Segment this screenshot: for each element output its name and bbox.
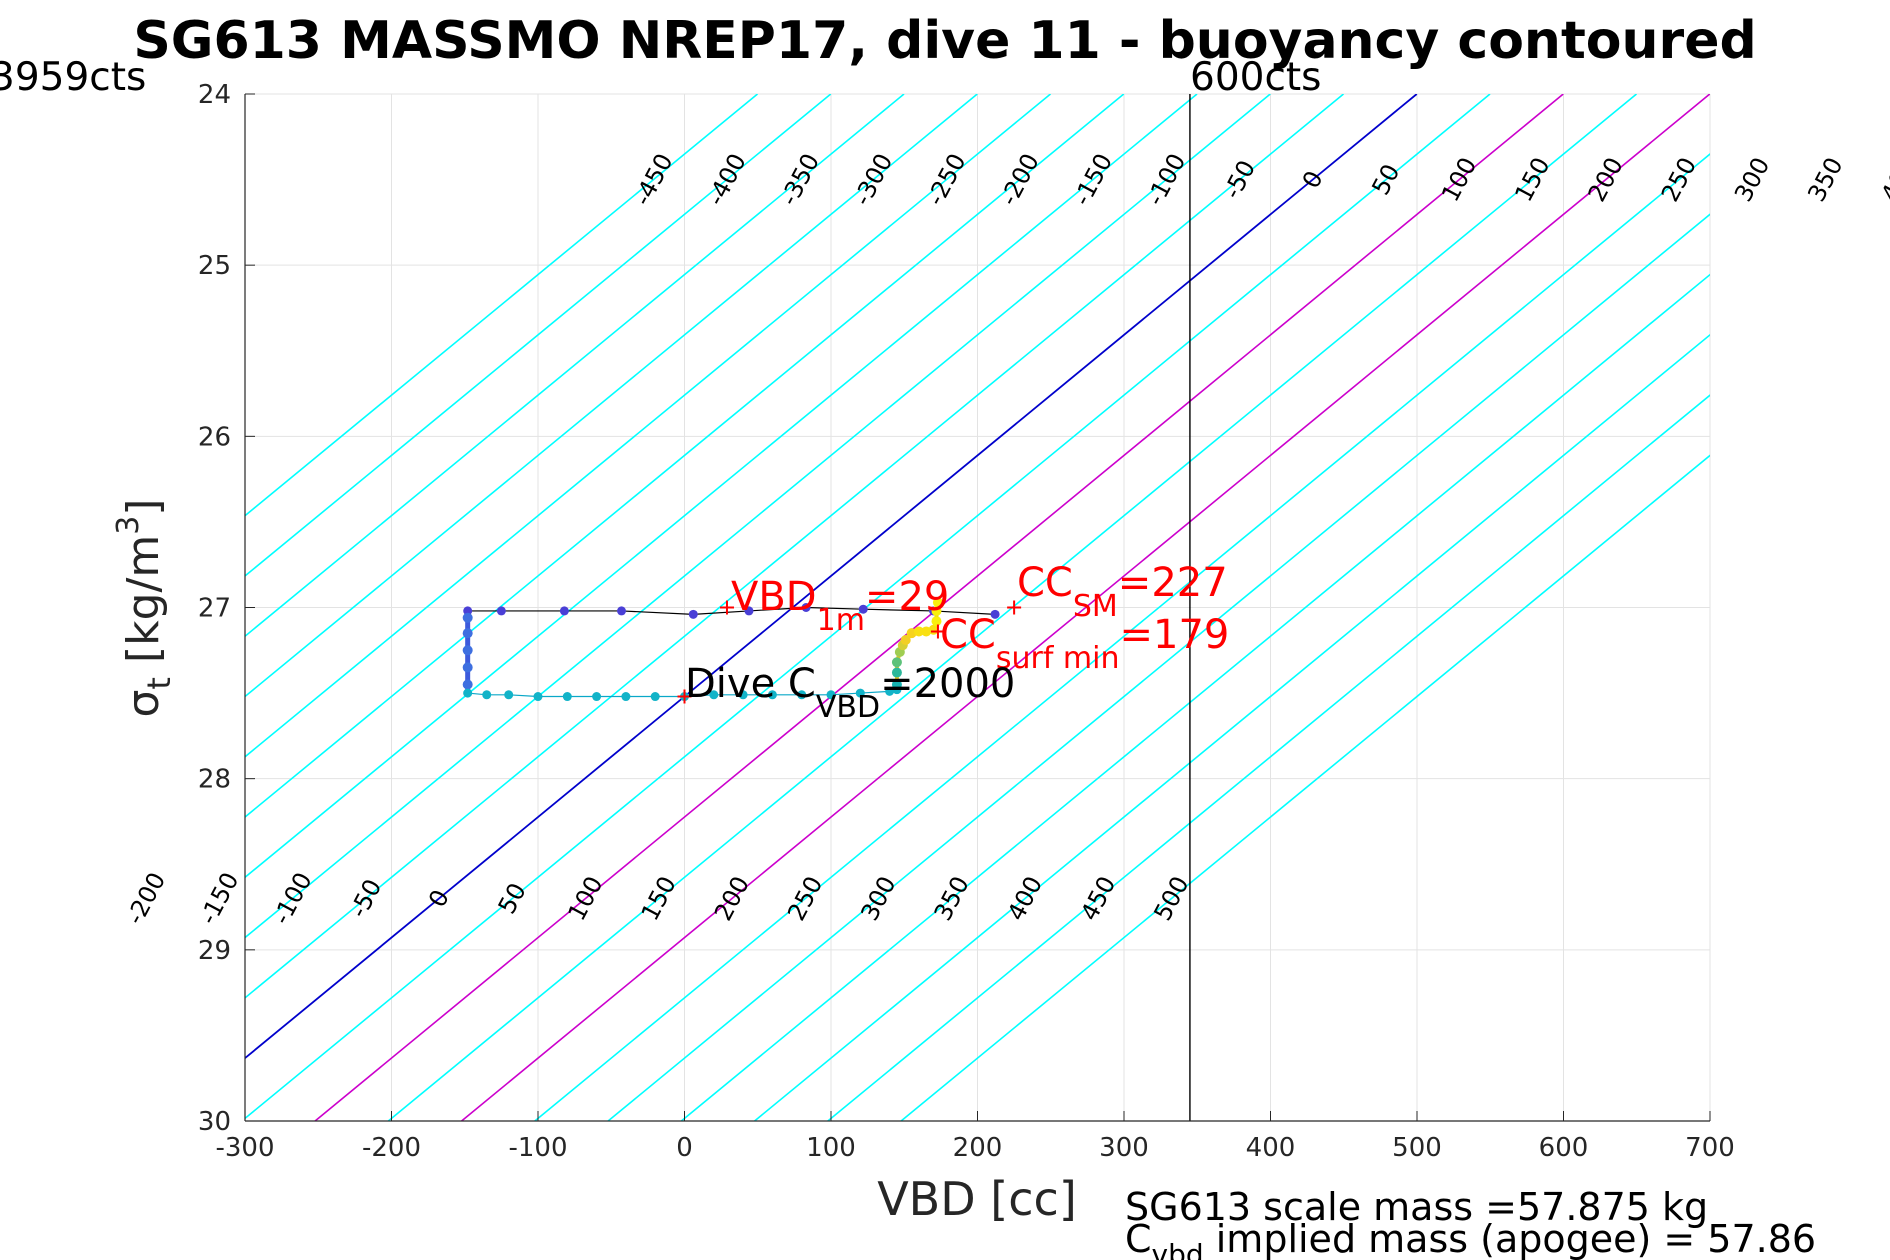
- trajectory-point: [738, 690, 748, 700]
- trajectory-point: [462, 645, 473, 656]
- x-tick-label: -200: [362, 1133, 421, 1163]
- markers: [677, 600, 1022, 704]
- contour-line: [754, 333, 1710, 1121]
- y-tick-label: 27: [198, 594, 231, 624]
- trajectory-point: [482, 690, 492, 700]
- y-tick-label: 28: [198, 765, 231, 795]
- x-tick-label: 700: [1685, 1133, 1735, 1163]
- y-tick-label: 26: [198, 422, 231, 452]
- trajectory-point: [900, 635, 911, 646]
- contour-line: [245, 94, 1052, 758]
- trajectory-point: [801, 603, 811, 612]
- contour-line: [245, 94, 1271, 939]
- trajectory-upper-line: [467, 606, 996, 615]
- cc-sm-annotation: CCSM=227: [1017, 560, 1228, 624]
- trajectory-point: [688, 609, 698, 619]
- trajectory-point: [462, 612, 473, 623]
- trajectory-point: [931, 605, 942, 616]
- top-left-counts-label: 3959cts: [0, 55, 146, 100]
- x-tick-label: 400: [1246, 1133, 1296, 1163]
- trajectory-point: [504, 690, 514, 700]
- axes: -300 -200 -100 0 100 200 300 400 500 600 700 24 25 26…: [198, 80, 1735, 1163]
- contour-line: [245, 94, 978, 698]
- contour-line: [245, 94, 832, 578]
- x-tick-label: -100: [508, 1133, 567, 1163]
- x-tick-label: 0: [676, 1133, 693, 1163]
- contour-line: [245, 94, 905, 638]
- trajectory-point: [621, 692, 631, 702]
- trajectory-point: [463, 606, 473, 616]
- trajectory-point: [990, 609, 1000, 619]
- trajectory-point: [858, 604, 868, 614]
- trajectory-point: [592, 692, 602, 702]
- x-tick-label: 500: [1392, 1133, 1442, 1163]
- y-tick-label: 30: [198, 1107, 231, 1137]
- footer-scale-mass: SG613 scale mass =57.875 kg: [1125, 1185, 1708, 1229]
- trajectory-point: [462, 628, 473, 639]
- trajectory-point: [463, 688, 473, 698]
- trajectory-point: [462, 662, 473, 673]
- trajectory-point: [826, 690, 836, 700]
- trajectory-point: [891, 667, 902, 678]
- trajectory-point: [891, 679, 902, 690]
- trajectory-point: [559, 606, 569, 616]
- grid: [244, 93, 1711, 1122]
- chart-title: SG613 MASSMO NREP17, dive 11 - buoyancy …: [133, 11, 1756, 71]
- plus-marker: [930, 624, 945, 639]
- plus-marker: [1007, 600, 1022, 615]
- contour-line: [534, 153, 1710, 1121]
- trajectory-point: [891, 657, 902, 668]
- vbd-1m-annotation: VBD1m=29: [731, 574, 949, 638]
- plus-marker: [677, 689, 692, 704]
- y-axis-label: σt [kg/m3]: [111, 499, 178, 718]
- trajectory-point: [744, 606, 754, 616]
- y-tick-label: 29: [198, 936, 231, 966]
- trajectory-point: [709, 690, 719, 700]
- x-axis-label: VBD [cc]: [877, 1172, 1077, 1226]
- trajectory-point: [885, 686, 895, 696]
- contour-line: [680, 273, 1710, 1121]
- contour-line: [827, 394, 1710, 1121]
- trajectory-point: [533, 692, 543, 702]
- y-tick-label: 24: [198, 80, 231, 110]
- contour-line: [245, 94, 759, 517]
- footer-implied-mass: Cvbd implied mass (apogee) = 57.86: [1125, 1217, 1816, 1260]
- buoyancy-contours: [245, 94, 1710, 1121]
- contour-line: [607, 213, 1710, 1121]
- contour-line: [245, 94, 1345, 999]
- x-tick-label: 300: [1099, 1133, 1149, 1163]
- trajectory-point: [650, 692, 660, 702]
- plus-marker: [719, 600, 734, 615]
- trajectory-point: [462, 679, 473, 690]
- y-tick-label: 25: [198, 251, 231, 281]
- x-tick-label: 600: [1539, 1133, 1589, 1163]
- trajectory-point: [855, 688, 865, 698]
- trajectory-point: [496, 606, 506, 616]
- trajectory-point: [617, 606, 627, 616]
- contour-line: [245, 94, 1198, 879]
- trajectory-point: [797, 690, 807, 700]
- contour-line: [900, 454, 1710, 1121]
- trajectory-point: [767, 690, 777, 700]
- x-tick-label: 100: [806, 1133, 856, 1163]
- x-tick-label: -300: [215, 1133, 274, 1163]
- trajectory-point: [931, 616, 942, 627]
- x-tick-label: 200: [953, 1133, 1003, 1163]
- dive-c-vbd-annotation: Dive CVBD=2000: [685, 661, 1015, 725]
- cc-surf-min-annotation: CCsurf min=179: [940, 612, 1229, 676]
- trajectory-point: [932, 597, 943, 608]
- trajectory-point: [562, 692, 572, 702]
- top-right-counts-label: 600cts: [1190, 55, 1322, 100]
- contour-line: [245, 94, 1418, 1060]
- trajectory-point: [913, 626, 924, 637]
- contour-line: [461, 94, 1710, 1121]
